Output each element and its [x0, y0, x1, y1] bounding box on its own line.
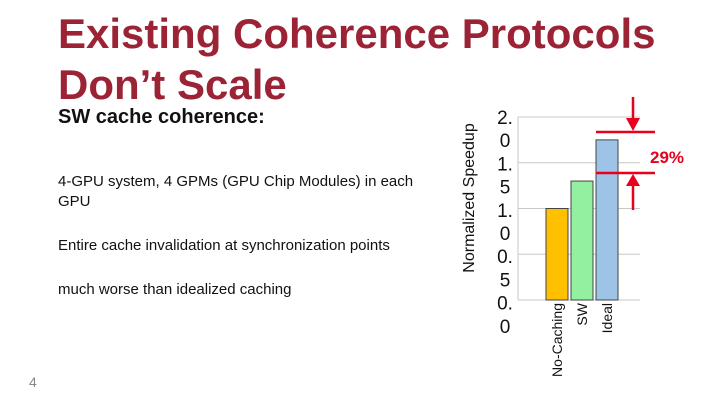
x-tick-label-sw: SW — [574, 302, 590, 325]
y-tick-label-4: 0. 0 — [497, 294, 513, 338]
bar-sw — [570, 180, 594, 301]
x-tick-label-no-caching: No-Caching — [549, 303, 565, 377]
y-tick-labels: 2. 0 1. 5 1. 0 0. 5 0. 0 — [497, 108, 513, 338]
bullet-item-2: Entire cache invalidation at synchroniza… — [58, 237, 390, 254]
bar-no-caching — [545, 208, 569, 301]
annotation-29pct: 29% — [596, 97, 684, 210]
annotation-label: 29% — [650, 148, 684, 167]
bullet-item-1: 4-GPU system, 4 GPMs (GPU Chip Modules) … — [58, 173, 414, 210]
y-axis-label: Normalized Speedup — [461, 123, 478, 273]
slide-number: 4 — [29, 374, 37, 390]
arrow-up-head — [626, 174, 640, 186]
bullet-heading: SW cache coherence: — [58, 106, 265, 128]
y-tick-label-0: 2. 0 — [497, 108, 513, 152]
bars — [545, 139, 619, 301]
x-tick-labels: No-Caching SW Ideal — [549, 302, 615, 377]
bar-ideal — [595, 139, 619, 301]
slide-title: Existing Coherence Protocols Don’t Scale — [58, 10, 656, 108]
y-tick-label-2: 1. 0 — [497, 201, 513, 245]
arrow-down-head — [626, 118, 640, 131]
bullet-list: SW cache coherence: 4-GPU system, 4 GPMs… — [58, 104, 438, 324]
bullet-item-3: much worse than idealized caching — [58, 281, 292, 298]
y-tick-label-1: 1. 5 — [497, 154, 513, 198]
y-tick-label-3: 0. 5 — [497, 247, 513, 291]
x-tick-label-ideal: Ideal — [599, 303, 615, 333]
